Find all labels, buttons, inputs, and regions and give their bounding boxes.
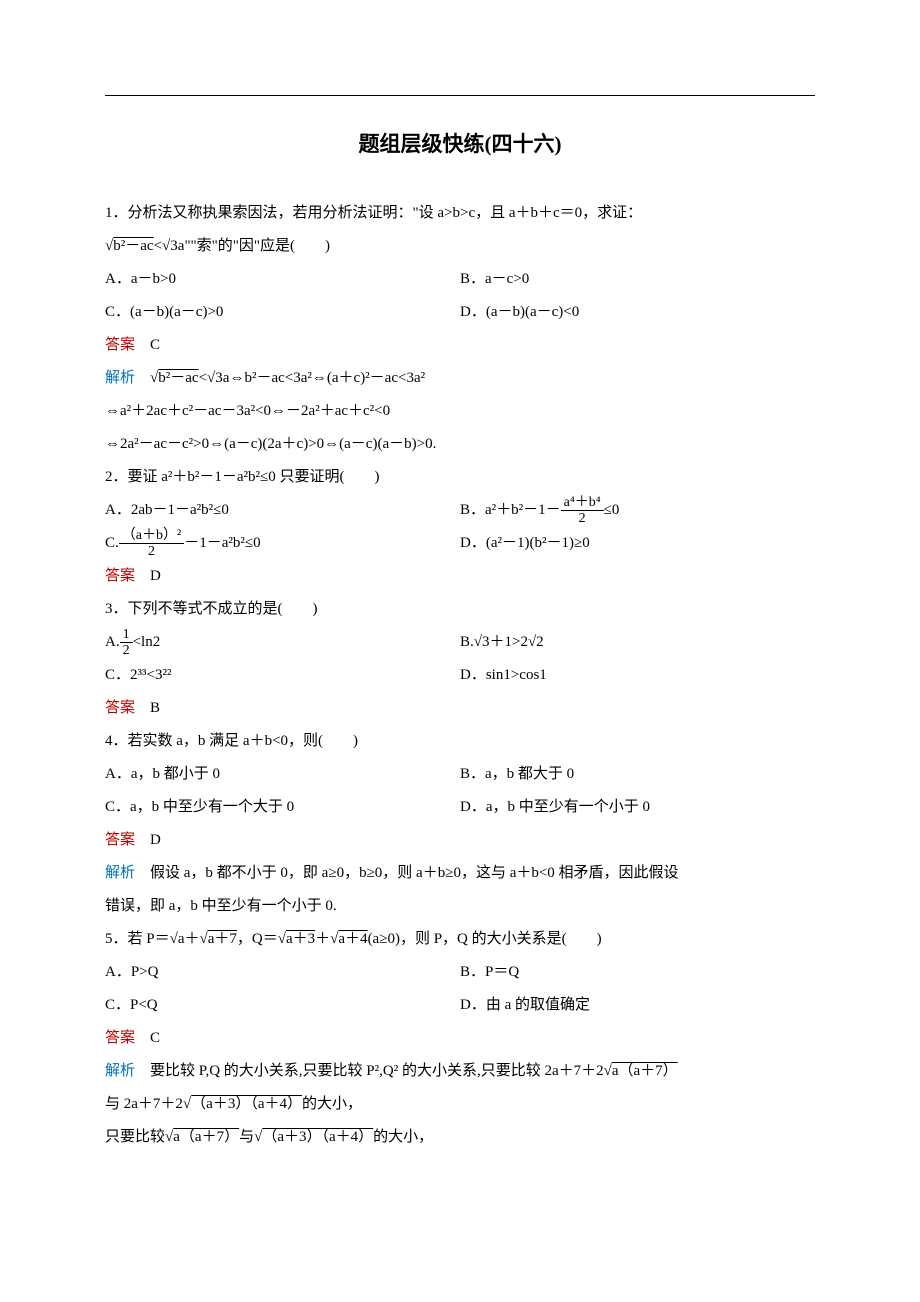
q5-options-row2: C．P<Q D．由 a 的取值确定 — [105, 989, 815, 1022]
q4-stem: 4．若实数 a，b 满足 a＋b<0，则( ) — [105, 725, 815, 758]
q4-answer: 答案 D — [105, 824, 815, 857]
q4-opt-d: D．a，b 中至少有一个小于 0 — [460, 791, 815, 824]
q1-options-row2: C．(a－b)(a－c)>0 D．(a－b)(a－c)<0 — [105, 296, 815, 329]
q1-options-row1: A．a－b>0 B．a－c>0 — [105, 263, 815, 296]
q2-answer: 答案 D — [105, 560, 815, 593]
top-rule — [105, 95, 815, 96]
q1-analysis-3: ⇔2a²－ac－c²>0⇔(a－c)(2a＋c)>0⇔(a－c)(a－b)>0. — [105, 428, 815, 461]
q1-opt-a: A．a－b>0 — [105, 263, 460, 296]
q2-opt-b: B．a²＋b²－1－a⁴＋b⁴2≤0 — [460, 494, 815, 527]
q5-analysis-2: 与 2a＋7＋2√（a＋3）（a＋4）的大小， — [105, 1088, 815, 1121]
q1-stem-line1: 1．分析法又称执果索因法，若用分析法证明："设 a>b>c，且 a＋b＋c＝0，… — [105, 197, 815, 230]
q4-opt-c: C．a，b 中至少有一个大于 0 — [105, 791, 460, 824]
q4-opt-a: A．a，b 都小于 0 — [105, 758, 460, 791]
q5-opt-d: D．由 a 的取值确定 — [460, 989, 815, 1022]
q3-options-row2: C．2³³<3²² D．sin1>cos1 — [105, 659, 815, 692]
q3-opt-d: D．sin1>cos1 — [460, 659, 815, 692]
q5-analysis-1: 解析 要比较 P,Q 的大小关系,只要比较 P²,Q² 的大小关系,只要比较 2… — [105, 1055, 815, 1088]
q3-stem: 3．下列不等式不成立的是( ) — [105, 593, 815, 626]
page-title: 题组层级快练(四十六) — [105, 121, 815, 167]
q5-opt-b: B．P＝Q — [460, 956, 815, 989]
q1-analysis-2: ⇔a²＋2ac＋c²－ac－3a²<0⇔－2a²＋ac＋c²<0 — [105, 395, 815, 428]
q3-opt-a: A.12<ln2 — [105, 626, 460, 659]
q5-opt-c: C．P<Q — [105, 989, 460, 1022]
q1-opt-b: B．a－c>0 — [460, 263, 815, 296]
q2-opt-d: D．(a²－1)(b²－1)≥0 — [460, 527, 815, 560]
q4-analysis-1: 解析 假设 a，b 都不小于 0，即 a≥0，b≥0，则 a＋b≥0，这与 a＋… — [105, 857, 815, 890]
q2-options-row2: C.（a＋b）²2－1－a²b²≤0 D．(a²－1)(b²－1)≥0 — [105, 527, 815, 560]
q4-options-row1: A．a，b 都小于 0 B．a，b 都大于 0 — [105, 758, 815, 791]
q4-options-row2: C．a，b 中至少有一个大于 0 D．a，b 中至少有一个小于 0 — [105, 791, 815, 824]
q2-stem: 2．要证 a²＋b²－1－a²b²≤0 只要证明( ) — [105, 461, 815, 494]
q1-analysis-1: 解析 √b²－ac<√3a⇔b²－ac<3a²⇔(a＋c)²－ac<3a² — [105, 362, 815, 395]
q1-opt-c: C．(a－b)(a－c)>0 — [105, 296, 460, 329]
q3-answer: 答案 B — [105, 692, 815, 725]
q3-opt-c: C．2³³<3²² — [105, 659, 460, 692]
q4-analysis-2: 错误，即 a，b 中至少有一个小于 0. — [105, 890, 815, 923]
q3-options-row1: A.12<ln2 B.√3＋1>2√2 — [105, 626, 815, 659]
q3-opt-b: B.√3＋1>2√2 — [460, 626, 815, 659]
q1-stem-line2: √b²－ac<√3a""索"的"因"应是( ) — [105, 230, 815, 263]
q5-options-row1: A．P>Q B．P＝Q — [105, 956, 815, 989]
q5-stem: 5．若 P＝√a＋√a＋7，Q＝√a＋3＋√a＋4(a≥0)，则 P，Q 的大小… — [105, 923, 815, 956]
q4-opt-b: B．a，b 都大于 0 — [460, 758, 815, 791]
q5-answer: 答案 C — [105, 1022, 815, 1055]
q2-opt-a: A．2ab－1－a²b²≤0 — [105, 494, 460, 527]
q1-opt-d: D．(a－b)(a－c)<0 — [460, 296, 815, 329]
q2-options-row1: A．2ab－1－a²b²≤0 B．a²＋b²－1－a⁴＋b⁴2≤0 — [105, 494, 815, 527]
q5-analysis-3: 只要比较√a（a＋7）与√（a＋3）（a＋4）的大小， — [105, 1121, 815, 1154]
q5-opt-a: A．P>Q — [105, 956, 460, 989]
q1-answer: 答案 C — [105, 329, 815, 362]
q2-opt-c: C.（a＋b）²2－1－a²b²≤0 — [105, 527, 460, 560]
